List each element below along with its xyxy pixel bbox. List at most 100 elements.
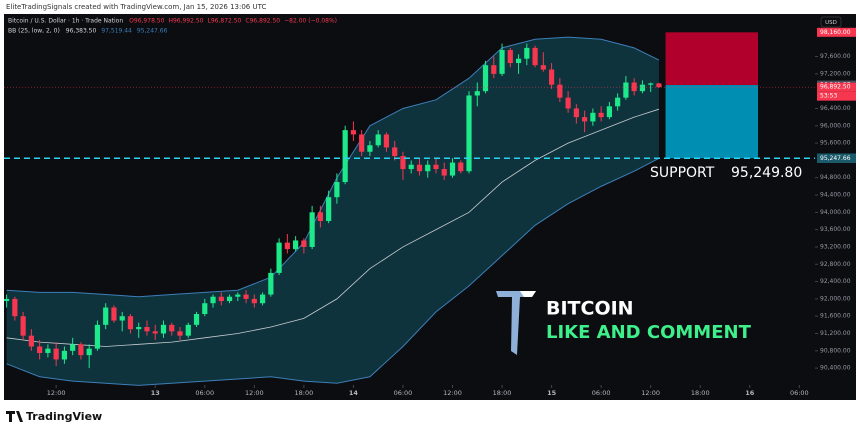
candle-body <box>12 298 18 317</box>
band-fill <box>6 37 659 386</box>
candle-body <box>293 240 299 250</box>
band-lower <box>6 157 660 386</box>
candle-body <box>28 335 34 347</box>
overlay-logo-accent <box>520 291 536 297</box>
candle-body <box>590 112 596 122</box>
candle-body <box>441 169 447 176</box>
candle-body <box>532 47 538 66</box>
overlay-title: BITCOIN <box>546 298 634 320</box>
y-tick-label: 93,600.00 <box>820 226 851 233</box>
candle-body <box>491 65 497 74</box>
currency: USD <box>825 20 837 26</box>
candle-body <box>458 162 464 172</box>
candle-body <box>61 350 68 360</box>
candle-body <box>144 327 150 332</box>
x-tick-label: 12:00 <box>245 389 264 397</box>
candle-body <box>86 348 92 356</box>
x-tick-label: 12:00 <box>47 389 66 397</box>
candle-body <box>259 294 266 304</box>
candle-body <box>309 212 315 247</box>
candle-body <box>565 97 571 109</box>
candle-body <box>111 307 117 321</box>
candle-body <box>582 117 588 122</box>
candle-body <box>334 182 340 198</box>
candle-body <box>499 50 505 74</box>
candle-body <box>408 164 414 170</box>
price-label-box <box>817 27 856 37</box>
y-tick-label: 94,000.00 <box>820 209 851 216</box>
candle-body <box>482 65 489 92</box>
y-tick-label: 90,400.00 <box>820 365 851 372</box>
y-tick-label: 97,600.00 <box>820 53 851 60</box>
position-stop <box>665 85 759 159</box>
candle-body <box>210 296 216 304</box>
price-label-box <box>817 82 856 92</box>
countdown: 53:53 <box>820 93 837 100</box>
candle-body <box>606 106 612 118</box>
y-tick-label: 92,800.00 <box>820 261 851 268</box>
support-name: SUPPORT <box>650 165 715 181</box>
candle-body <box>301 240 307 247</box>
candle-body <box>359 134 365 152</box>
candle-body <box>515 58 522 64</box>
candle-body <box>326 197 332 221</box>
candle-body <box>557 84 563 98</box>
candle-body <box>235 294 241 297</box>
currency-box <box>820 16 842 28</box>
candle-body <box>433 164 439 170</box>
candle-body <box>400 156 406 170</box>
candle-body <box>631 82 637 92</box>
candle-body <box>127 316 134 330</box>
candle-body <box>37 346 43 353</box>
candle-body <box>276 242 282 273</box>
x-tick-label: 18:00 <box>295 389 314 397</box>
candle-body <box>177 331 183 336</box>
candle-body <box>119 316 125 321</box>
candle-body <box>160 324 167 334</box>
candle-body <box>342 130 348 183</box>
support-value: 95,249.80 <box>731 165 802 181</box>
countdown-box <box>817 91 856 101</box>
candle-body <box>375 134 381 146</box>
plot <box>4 32 815 386</box>
candle-body <box>425 164 431 172</box>
x-tick-label: 06:00 <box>394 389 413 397</box>
candle-body <box>251 298 257 304</box>
candle-body <box>103 307 109 325</box>
candle-body <box>4 298 10 302</box>
candle-body <box>20 316 26 336</box>
legend-value: −82.00 (−0.08%) <box>284 18 337 25</box>
indicator: BB (25, low, 2, 0) <box>8 28 60 35</box>
candle-body <box>284 242 290 250</box>
y-tick-label: 92,400.00 <box>820 278 851 285</box>
legend-value: L96,872.50 <box>208 18 242 25</box>
indicator-value: 96,383.50 <box>66 28 97 35</box>
candle-body <box>185 324 191 336</box>
candle-body <box>367 145 373 152</box>
candle-body <box>152 331 158 334</box>
legend-value: C96,892.50 <box>245 18 280 25</box>
candle-body <box>136 327 142 330</box>
overlay-logo <box>496 291 536 355</box>
legend-value: O96,978.50 <box>129 18 164 25</box>
candle-body <box>623 82 629 98</box>
price-label: 96,892.50 <box>820 84 851 91</box>
price-label-box <box>817 153 856 163</box>
candle-body <box>416 164 423 172</box>
y-tick-label: 91,200.00 <box>820 330 851 337</box>
y-tick-label: 96,000.00 <box>820 122 851 129</box>
candle-body <box>350 130 357 135</box>
candle-body <box>598 112 604 118</box>
legend-value: H96,992.50 <box>168 18 203 25</box>
candle-body <box>524 47 530 59</box>
y-tick-label: 96,400.00 <box>820 105 851 112</box>
candle-body <box>392 147 398 157</box>
y-tick-label: 90,800.00 <box>820 347 851 354</box>
x-tick-label: 16 <box>745 389 755 397</box>
price-label: 98,160.00 <box>820 29 851 36</box>
candle-body <box>648 83 654 85</box>
candle-body <box>78 344 84 356</box>
x-tick-label: 18:00 <box>691 389 710 397</box>
candle-body <box>474 91 480 96</box>
